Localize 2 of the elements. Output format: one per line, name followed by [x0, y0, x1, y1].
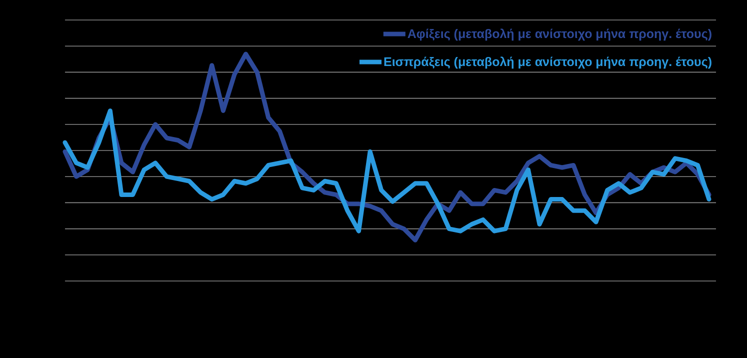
legend-label: Εισπράξεις (μεταβολή με ανίστοιχο μήνα προηγ. έτους): [384, 55, 712, 69]
legend-label: Αφίξεις (μεταβολή με ανίστοιχο μήνα προηγ. έτους): [407, 27, 712, 41]
